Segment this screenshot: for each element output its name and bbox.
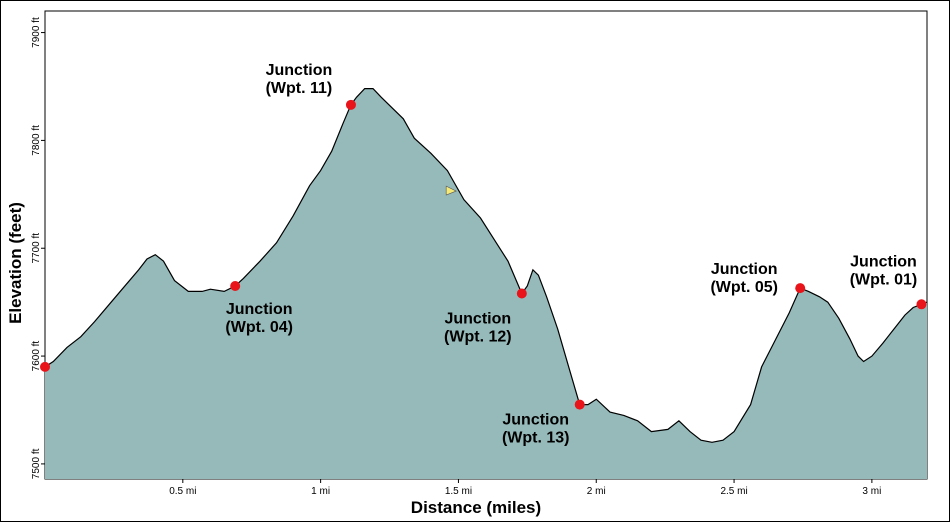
waypoint-label-id: (Wpt. 05): [710, 279, 778, 296]
x-axis-title: Distance (miles): [411, 498, 541, 517]
waypoint-label-id: (Wpt. 01): [850, 271, 918, 288]
waypoint-label-title: Junction: [266, 62, 333, 79]
waypoint-label-title: Junction: [226, 301, 293, 318]
waypoint-label-id: (Wpt. 04): [225, 319, 293, 336]
y-tick-label: 7800 ft: [31, 125, 42, 156]
waypoint-markers: [40, 99, 927, 410]
waypoint-label-id: (Wpt. 12): [444, 329, 512, 346]
y-axis-ticks: 7500 ft 7600 ft 7700 ft 7800 ft 7900 ft: [31, 17, 45, 479]
position-cursor-marker: [445, 185, 457, 196]
waypoint-marker: [345, 99, 356, 110]
elevation-line: [44, 87, 928, 443]
x-tick-label: 0.5 mi: [169, 486, 196, 497]
x-tick-label: 2.5 mi: [720, 486, 747, 497]
x-axis-ticks: 0.5 mi 1 mi 1.5 mi 2 mi 2.5 mi 3 mi: [169, 479, 881, 497]
plot-area: [44, 10, 928, 480]
waypoint-label-title: Junction: [850, 253, 917, 270]
y-tick-label: 7700 ft: [31, 233, 42, 264]
waypoint-label-title: Junction: [502, 412, 569, 429]
waypoint-label-id: (Wpt. 13): [502, 430, 570, 447]
x-tick-label: 3 mi: [862, 486, 881, 497]
x-tick-label: 1.5 mi: [445, 486, 472, 497]
y-tick-label: 7600 ft: [31, 341, 42, 372]
y-axis-title: Elevation (feet): [6, 202, 25, 324]
x-tick-label: 1 mi: [311, 486, 330, 497]
waypoint-label-id: (Wpt. 11): [266, 80, 333, 97]
x-tick-label: 2 mi: [587, 486, 606, 497]
waypoint-labels: Junction(Wpt. 04)Junction(Wpt. 11)Juncti…: [225, 62, 917, 447]
y-tick-label: 7500 ft: [31, 448, 42, 479]
waypoint-marker: [916, 299, 927, 310]
elevation-area: [45, 88, 927, 479]
waypoint-marker: [516, 288, 527, 299]
y-tick-label: 7900 ft: [31, 17, 42, 48]
waypoint-marker: [40, 361, 50, 372]
waypoint-label-title: Junction: [711, 261, 778, 278]
waypoint-marker: [230, 280, 241, 291]
waypoint-marker: [795, 283, 806, 294]
waypoint-label-title: Junction: [444, 311, 511, 328]
waypoint-marker: [574, 399, 585, 410]
